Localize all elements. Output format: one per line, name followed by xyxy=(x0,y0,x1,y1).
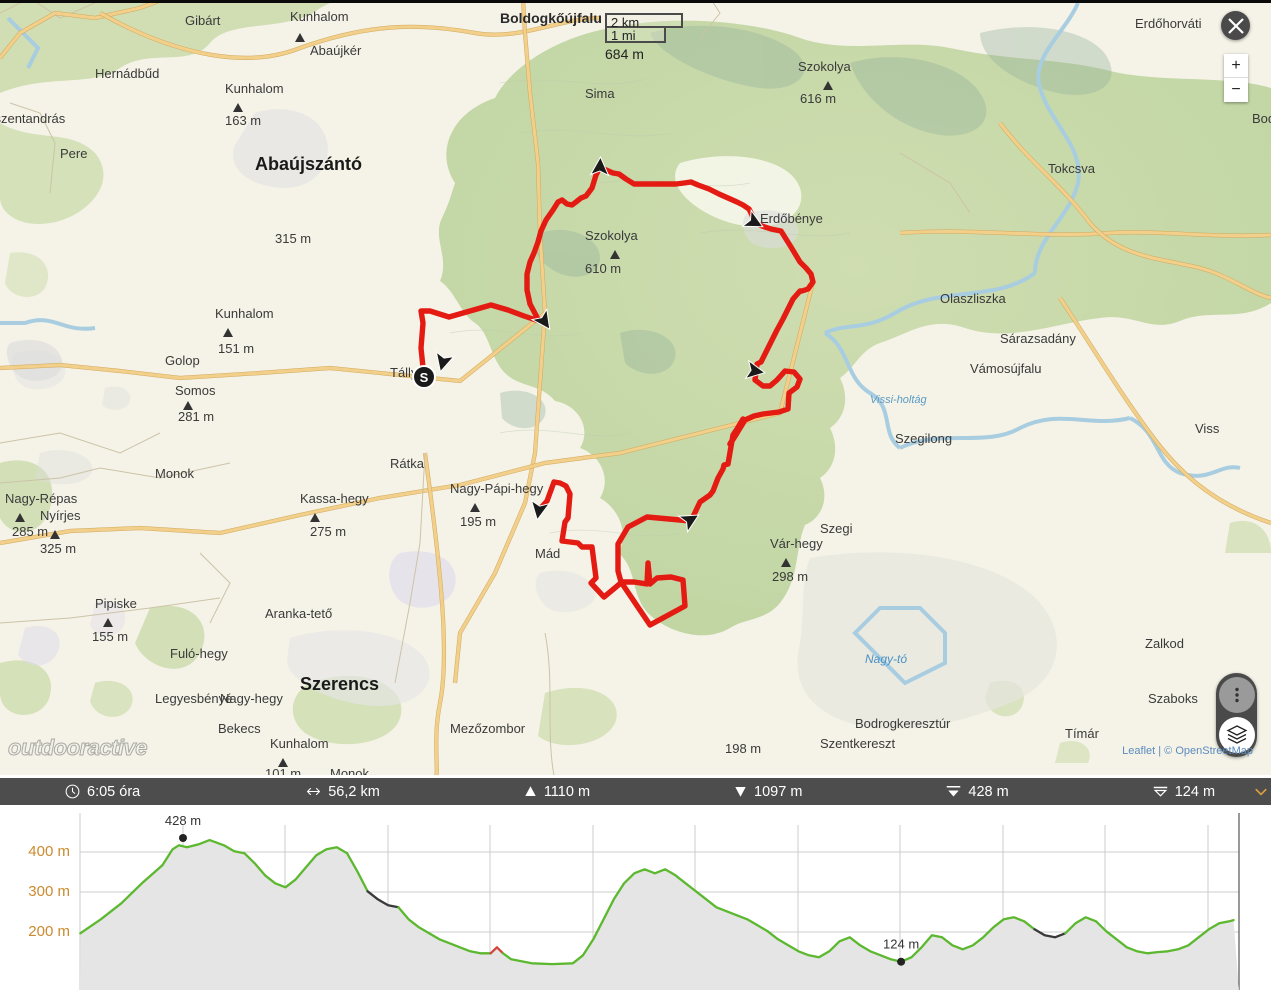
svg-text:Erdőhorváti: Erdőhorváti xyxy=(1135,16,1202,31)
svg-text:Vár-hegy: Vár-hegy xyxy=(770,536,823,551)
svg-text:Nagy-Répas: Nagy-Répas xyxy=(5,491,78,506)
svg-text:Erdőbénye: Erdőbénye xyxy=(760,211,823,226)
svg-text:Kassa-hegy: Kassa-hegy xyxy=(300,491,369,506)
svg-text:315 m: 315 m xyxy=(275,231,311,246)
svg-text:198 m: 198 m xyxy=(725,741,761,756)
svg-text:Hernádbűd: Hernádbűd xyxy=(95,66,159,81)
svg-text:Mád: Mád xyxy=(535,546,560,561)
svg-text:Kunhalom: Kunhalom xyxy=(290,9,349,24)
svg-text:428 m: 428 m xyxy=(165,813,201,828)
svg-text:S: S xyxy=(420,370,429,385)
svg-text:Gibárt: Gibárt xyxy=(185,13,221,28)
svg-text:Sima: Sima xyxy=(585,86,615,101)
svg-text:400 m: 400 m xyxy=(28,843,70,860)
svg-text:151 m: 151 m xyxy=(218,341,254,356)
svg-text:Bekecs: Bekecs xyxy=(218,721,261,736)
svg-text:Olaszliszka: Olaszliszka xyxy=(940,291,1007,306)
svg-text:Bodrogkeresztúr: Bodrogkeresztúr xyxy=(855,716,951,731)
svg-text:Szegi: Szegi xyxy=(820,521,853,536)
svg-text:Vámosújfalu: Vámosújfalu xyxy=(970,361,1042,376)
svg-text:616 m: 616 m xyxy=(800,91,836,106)
svg-text:Nagy-Pápi-hegy: Nagy-Pápi-hegy xyxy=(450,481,544,496)
svg-text:610 m: 610 m xyxy=(585,261,621,276)
svg-text:Monok: Monok xyxy=(330,766,370,775)
svg-text:Mezőzombor: Mezőzombor xyxy=(450,721,526,736)
svg-text:281 m: 281 m xyxy=(178,409,214,424)
svg-text:155 m: 155 m xyxy=(92,629,128,644)
svg-text:Nyírjes: Nyírjes xyxy=(40,508,81,523)
svg-text:Monok: Monok xyxy=(155,466,195,481)
svg-text:Szegilong: Szegilong xyxy=(895,431,952,446)
svg-text:Szentkereszt: Szentkereszt xyxy=(820,736,896,751)
svg-text:Fuló-hegy: Fuló-hegy xyxy=(170,646,228,661)
svg-text:Golop: Golop xyxy=(165,353,200,368)
svg-text:Nagy-hegy: Nagy-hegy xyxy=(220,691,283,706)
svg-text:195 m: 195 m xyxy=(460,514,496,529)
svg-text:Pipiske: Pipiske xyxy=(95,596,137,611)
svg-text:Abaújszántó: Abaújszántó xyxy=(255,154,362,174)
svg-text:Nagy-tó: Nagy-tó xyxy=(865,652,907,666)
svg-text:Kunhalom: Kunhalom xyxy=(225,81,284,96)
svg-text:Rátka: Rátka xyxy=(390,456,425,471)
svg-text:298 m: 298 m xyxy=(772,569,808,584)
svg-text:Pere: Pere xyxy=(60,146,87,161)
svg-text:Kunhalom: Kunhalom xyxy=(270,736,329,751)
svg-text:Zalkod: Zalkod xyxy=(1145,636,1184,651)
svg-text:Szerencs: Szerencs xyxy=(300,674,379,694)
svg-text:300 m: 300 m xyxy=(28,883,70,900)
svg-text:Bodrogolas: Bodrogolas xyxy=(1252,111,1271,126)
svg-text:Sárazsadány: Sárazsadány xyxy=(1000,331,1076,346)
svg-text:124 m: 124 m xyxy=(883,937,919,952)
svg-text:Aranka-tető: Aranka-tető xyxy=(265,606,332,621)
svg-text:Tokcsva: Tokcsva xyxy=(1048,161,1096,176)
svg-text:325 m: 325 m xyxy=(40,541,76,556)
svg-text:Tímár: Tímár xyxy=(1065,726,1100,741)
svg-text:Szokolya: Szokolya xyxy=(585,228,639,243)
svg-text:Viss: Viss xyxy=(1195,421,1220,436)
svg-text:200 m: 200 m xyxy=(28,923,70,940)
svg-text:163 m: 163 m xyxy=(225,113,261,128)
svg-text:Boldogkőújfalu: Boldogkőújfalu xyxy=(500,10,602,26)
svg-text:ádszentandrás: ádszentandrás xyxy=(0,111,66,126)
svg-text:Kunhalom: Kunhalom xyxy=(215,306,274,321)
svg-text:101 m: 101 m xyxy=(265,766,301,775)
svg-text:275 m: 275 m xyxy=(310,524,346,539)
svg-text:Somos: Somos xyxy=(175,383,216,398)
svg-text:Vissi-holtág: Vissi-holtág xyxy=(870,394,928,406)
svg-text:Szaboks: Szaboks xyxy=(1148,691,1198,706)
svg-text:285 m: 285 m xyxy=(12,524,48,539)
svg-text:Abaújkér: Abaújkér xyxy=(310,43,362,58)
svg-text:Szokolya: Szokolya xyxy=(798,59,852,74)
